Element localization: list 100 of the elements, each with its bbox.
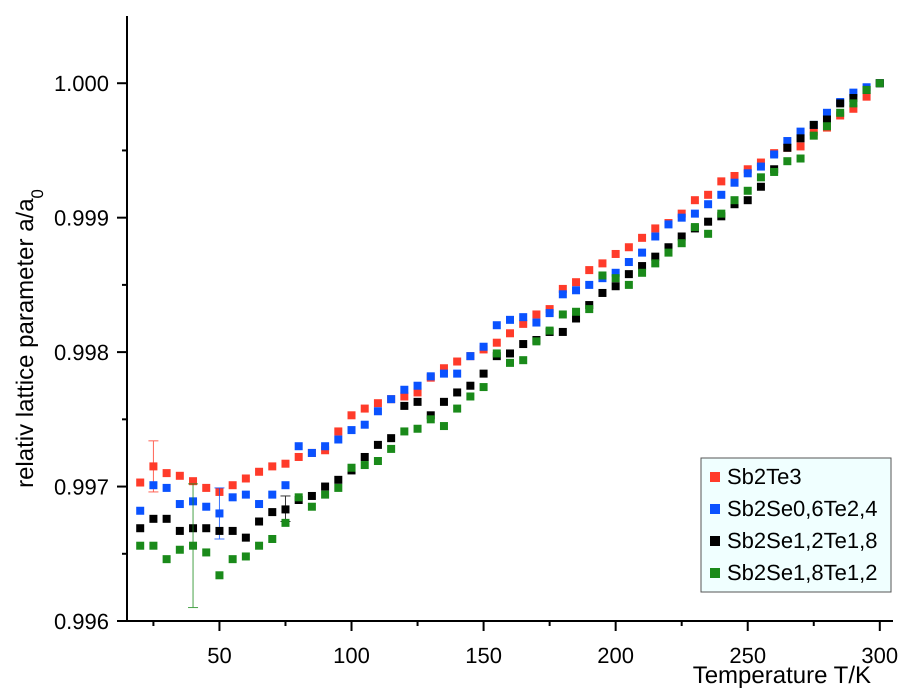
point bbox=[638, 248, 646, 257]
point bbox=[558, 328, 567, 336]
point bbox=[281, 481, 290, 490]
point bbox=[400, 427, 408, 436]
point bbox=[360, 420, 369, 429]
point bbox=[756, 182, 765, 191]
point bbox=[664, 248, 672, 257]
point bbox=[334, 436, 342, 444]
point bbox=[678, 214, 686, 222]
point bbox=[651, 232, 660, 240]
point bbox=[572, 278, 580, 286]
point bbox=[348, 411, 356, 420]
point bbox=[836, 108, 844, 117]
point bbox=[255, 518, 264, 526]
point bbox=[624, 258, 633, 266]
point bbox=[532, 310, 540, 318]
point bbox=[202, 484, 210, 492]
point bbox=[400, 386, 408, 394]
point bbox=[598, 259, 606, 268]
point bbox=[281, 460, 290, 468]
point bbox=[744, 196, 752, 204]
point bbox=[176, 472, 184, 480]
point bbox=[598, 271, 606, 280]
point bbox=[492, 321, 501, 330]
point bbox=[704, 230, 712, 238]
point bbox=[255, 542, 264, 550]
point bbox=[215, 509, 224, 518]
point bbox=[624, 280, 633, 289]
point bbox=[334, 476, 342, 484]
x-tick-label: 150 bbox=[465, 643, 502, 668]
point bbox=[492, 338, 501, 347]
point bbox=[255, 500, 264, 508]
point bbox=[492, 349, 501, 358]
point bbox=[374, 407, 382, 416]
point bbox=[242, 534, 250, 542]
point bbox=[162, 555, 171, 564]
point bbox=[453, 358, 462, 366]
point bbox=[770, 168, 778, 176]
point bbox=[242, 490, 250, 499]
point bbox=[532, 318, 540, 327]
point bbox=[651, 224, 660, 232]
point bbox=[506, 349, 514, 358]
point bbox=[638, 268, 646, 277]
point bbox=[136, 542, 144, 550]
point bbox=[638, 234, 646, 242]
point bbox=[585, 280, 594, 289]
point bbox=[796, 134, 805, 142]
point bbox=[414, 382, 422, 390]
point bbox=[624, 243, 633, 252]
point bbox=[387, 434, 396, 442]
point bbox=[228, 481, 237, 490]
point bbox=[796, 154, 805, 163]
point bbox=[730, 196, 739, 204]
point bbox=[136, 478, 144, 487]
point bbox=[506, 358, 514, 367]
point bbox=[136, 506, 144, 515]
point bbox=[281, 505, 290, 514]
point bbox=[321, 482, 330, 491]
y-tick-label: 1.000 bbox=[54, 71, 109, 96]
point bbox=[281, 518, 290, 527]
point bbox=[414, 424, 422, 433]
point bbox=[202, 548, 210, 556]
point bbox=[506, 329, 514, 338]
point bbox=[744, 186, 752, 195]
legend-label: Sb2Se1,8Te1,2 bbox=[727, 560, 878, 585]
point bbox=[585, 305, 594, 314]
point bbox=[612, 282, 620, 290]
point bbox=[228, 526, 237, 535]
point bbox=[360, 452, 369, 461]
point bbox=[612, 274, 620, 282]
point bbox=[756, 173, 765, 182]
point bbox=[414, 398, 422, 406]
point bbox=[360, 461, 369, 470]
point bbox=[176, 546, 184, 554]
point bbox=[744, 169, 752, 178]
point bbox=[360, 404, 369, 413]
point bbox=[348, 426, 356, 434]
point bbox=[704, 218, 712, 226]
point bbox=[149, 514, 158, 523]
point bbox=[162, 514, 171, 523]
point bbox=[756, 162, 765, 171]
point bbox=[294, 493, 303, 502]
point bbox=[690, 210, 699, 218]
point bbox=[796, 142, 805, 150]
point bbox=[162, 484, 171, 492]
point bbox=[334, 427, 342, 436]
point bbox=[730, 178, 739, 187]
point bbox=[810, 132, 818, 140]
point bbox=[717, 190, 726, 199]
point bbox=[374, 399, 382, 408]
legend-label: Sb2Se0,6Te2,4 bbox=[727, 496, 878, 521]
point bbox=[321, 442, 330, 450]
point bbox=[136, 524, 144, 532]
point bbox=[215, 571, 224, 580]
point bbox=[176, 526, 184, 535]
point bbox=[546, 309, 554, 318]
x-tick-label: 100 bbox=[333, 643, 370, 668]
point bbox=[202, 502, 210, 511]
point bbox=[176, 500, 184, 508]
point bbox=[678, 239, 686, 248]
